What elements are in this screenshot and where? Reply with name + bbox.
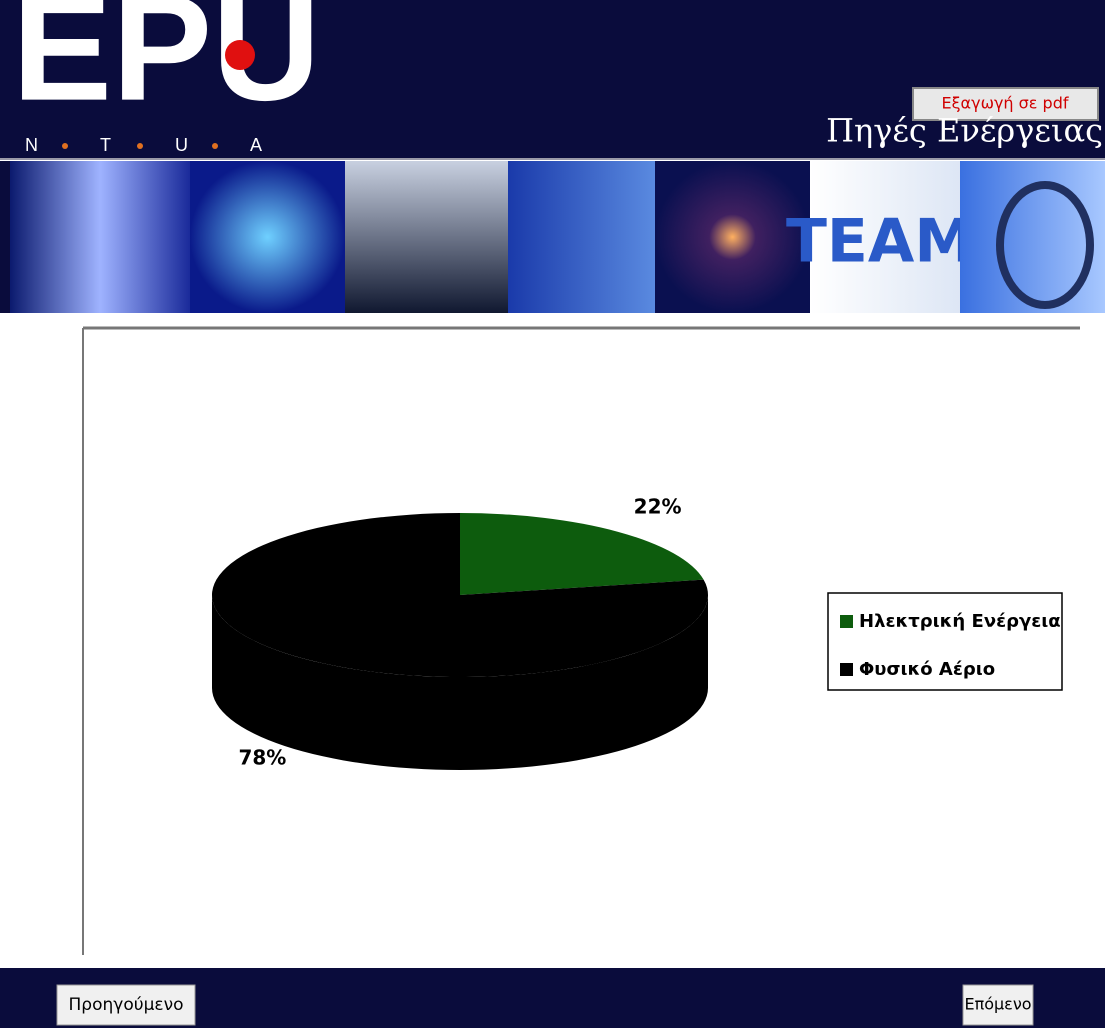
logo-separator <box>212 143 218 149</box>
legend-swatch <box>840 615 853 628</box>
legend-label: Φυσικό Αέριο <box>859 659 995 680</box>
logo-letter: T <box>100 135 111 155</box>
header-bar <box>0 0 1105 160</box>
legend-label: Ηλεκτρική Ενέργεια <box>859 611 1061 632</box>
data-label: 22% <box>634 495 682 519</box>
logo-letter: U <box>175 135 188 155</box>
previous-button-label: Προηγούμενο <box>69 995 184 1015</box>
data-label: 78% <box>238 745 286 769</box>
logo-separator <box>137 143 143 149</box>
pie-slice-side <box>212 595 708 770</box>
pie-slice <box>211 513 709 677</box>
export-button[interactable]: Εξαγωγή σε pdf <box>912 87 1099 121</box>
logo-letter: A <box>250 135 262 155</box>
legend: Ηλεκτρική Ενέργεια Φυσικό Αέριο <box>827 592 1063 691</box>
logo-dot <box>225 40 255 70</box>
export-button-label: Εξαγωγή σε pdf <box>942 94 1069 113</box>
logo-separator <box>62 143 68 149</box>
pie-slice <box>460 513 704 595</box>
chart-frame <box>82 326 1080 955</box>
pie-chart: 22% 78% <box>211 495 709 770</box>
next-button[interactable]: Επόμενο <box>962 984 1034 1026</box>
logo-letter: N <box>25 135 38 155</box>
previous-button[interactable]: Προηγούμενο <box>56 984 196 1026</box>
page-title: Πηγές Ενέργειας <box>826 112 1103 150</box>
legend-swatch <box>840 663 853 676</box>
image-strip: TEAM <box>0 161 1105 313</box>
next-button-label: Επόμενο <box>964 995 1031 1014</box>
svg-text:TEAM: TEAM <box>786 207 974 277</box>
logo: EPU <box>12 0 320 132</box>
